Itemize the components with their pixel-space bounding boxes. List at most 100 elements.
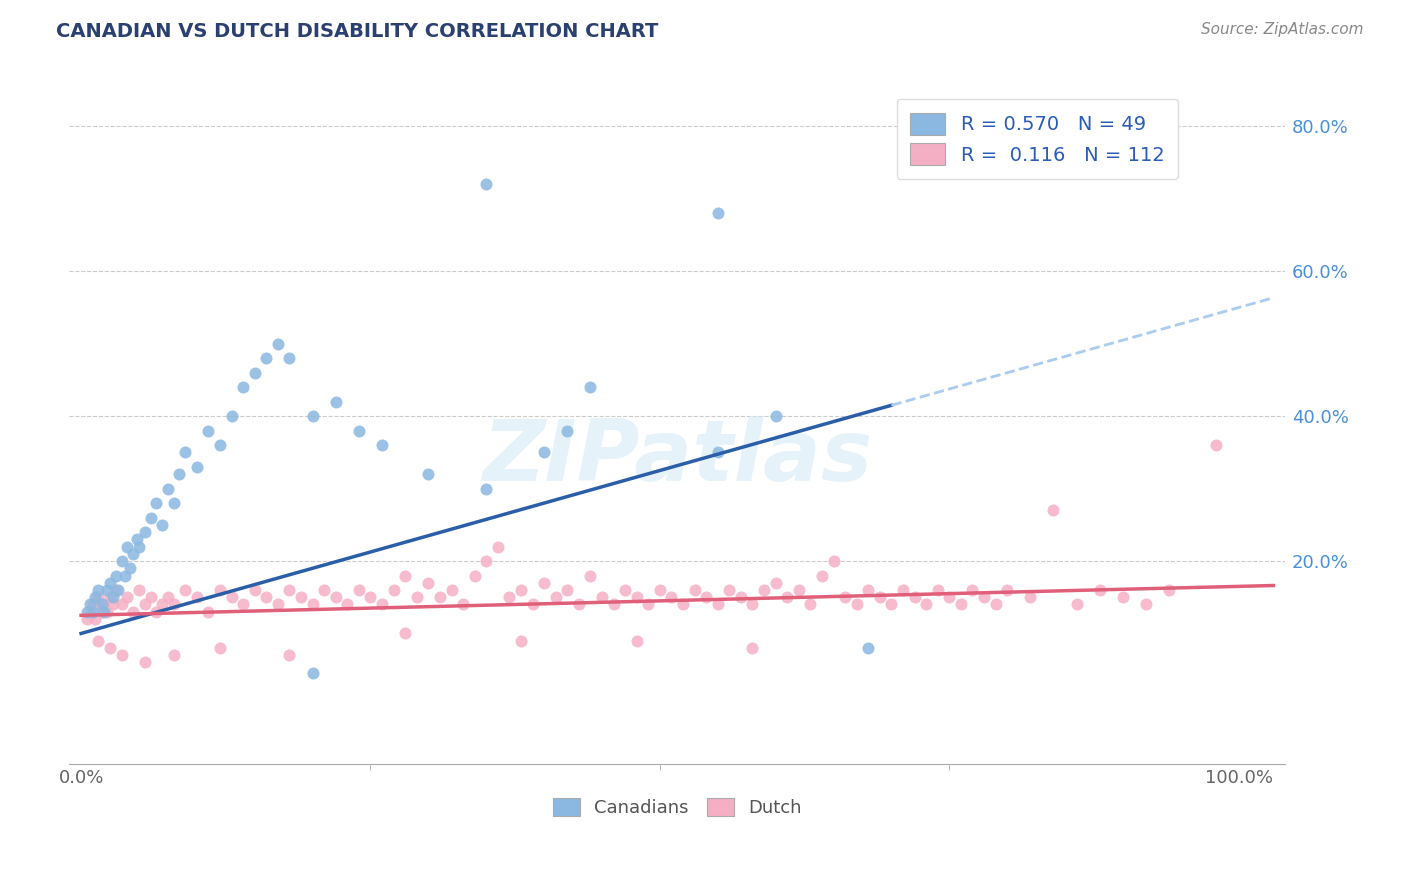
Point [232, 380, 254, 394]
Point [278, 648, 301, 663]
Point [683, 582, 706, 597]
Point [464, 568, 486, 582]
Point [150, 517, 173, 532]
Point [1088, 582, 1111, 597]
Point [301, 598, 323, 612]
Point [811, 568, 834, 582]
Point [1205, 438, 1227, 452]
Point [96, 582, 118, 597]
Point [591, 591, 613, 605]
Point [314, 582, 336, 597]
Point [93, 605, 115, 619]
Point [174, 582, 197, 597]
Point [347, 582, 370, 597]
Point [429, 591, 451, 605]
Text: ZIPatlas: ZIPatlas [482, 417, 872, 500]
Point [451, 598, 474, 612]
Point [197, 605, 219, 619]
Point [87, 633, 110, 648]
Point [110, 648, 132, 663]
Point [995, 582, 1018, 597]
Point [347, 424, 370, 438]
Text: Source: ZipAtlas.com: Source: ZipAtlas.com [1201, 22, 1364, 37]
Point [915, 598, 938, 612]
Point [1135, 598, 1157, 612]
Point [903, 591, 925, 605]
Point [579, 380, 602, 394]
Point [208, 438, 231, 452]
Point [122, 547, 145, 561]
Point [186, 591, 208, 605]
Point [128, 582, 150, 597]
Point [614, 582, 637, 597]
Point [787, 582, 810, 597]
Point [823, 554, 845, 568]
Point [118, 561, 141, 575]
Point [949, 598, 972, 612]
Point [114, 568, 136, 582]
Point [232, 598, 254, 612]
Point [533, 445, 555, 459]
Point [117, 540, 139, 554]
Point [927, 582, 949, 597]
Point [301, 409, 323, 424]
Point [103, 598, 125, 612]
Point [163, 648, 186, 663]
Legend: Canadians, Dutch: Canadians, Dutch [546, 790, 808, 824]
Point [405, 591, 427, 605]
Point [98, 591, 121, 605]
Point [325, 591, 347, 605]
Point [84, 591, 107, 605]
Point [984, 598, 1007, 612]
Point [87, 582, 110, 597]
Point [134, 598, 156, 612]
Point [110, 554, 132, 568]
Point [1042, 503, 1064, 517]
Point [139, 591, 162, 605]
Point [87, 591, 110, 605]
Point [221, 591, 243, 605]
Point [510, 582, 533, 597]
Point [139, 510, 162, 524]
Point [765, 575, 787, 590]
Point [602, 598, 624, 612]
Point [79, 598, 101, 612]
Point [648, 582, 671, 597]
Point [741, 640, 763, 655]
Point [845, 598, 868, 612]
Point [858, 582, 880, 597]
Point [125, 533, 148, 547]
Point [579, 568, 602, 582]
Point [150, 598, 173, 612]
Point [799, 598, 821, 612]
Point [84, 612, 107, 626]
Point [418, 575, 440, 590]
Point [475, 554, 498, 568]
Point [336, 598, 359, 612]
Point [163, 598, 186, 612]
Text: CANADIAN VS DUTCH DISABILITY CORRELATION CHART: CANADIAN VS DUTCH DISABILITY CORRELATION… [56, 22, 658, 41]
Point [208, 640, 231, 655]
Point [117, 591, 139, 605]
Point [278, 582, 301, 597]
Point [278, 351, 301, 366]
Point [382, 582, 405, 597]
Point [134, 524, 156, 539]
Point [186, 459, 208, 474]
Point [776, 591, 799, 605]
Point [103, 591, 125, 605]
Point [243, 366, 266, 380]
Point [169, 467, 191, 482]
Point [695, 591, 717, 605]
Point [221, 409, 243, 424]
Point [626, 633, 648, 648]
Point [394, 626, 416, 640]
Point [290, 591, 312, 605]
Point [174, 445, 197, 459]
Point [869, 591, 891, 605]
Point [706, 206, 728, 220]
Point [510, 633, 533, 648]
Point [96, 605, 118, 619]
Point [76, 605, 98, 619]
Point [325, 394, 347, 409]
